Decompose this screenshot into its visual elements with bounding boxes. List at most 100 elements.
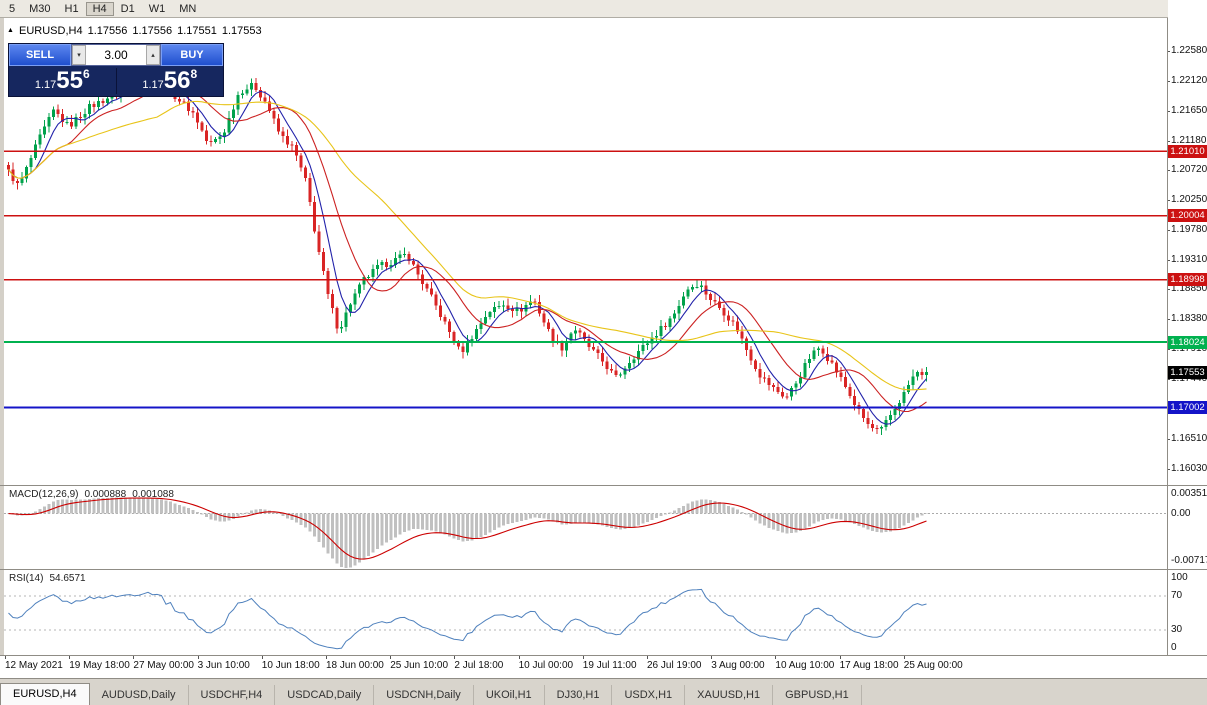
- macd-rsi-separator[interactable]: [0, 569, 1207, 570]
- price-level-label: 1.17002: [1168, 400, 1207, 414]
- volume-increase-button[interactable]: ▴: [146, 45, 160, 65]
- timeframe-toolbar: 5 M30 H1 H4 D1 W1 MN: [0, 0, 1207, 18]
- buy-button[interactable]: BUY: [161, 44, 223, 66]
- rsi-title: RSI(14): [9, 573, 44, 584]
- time-axis-tick: [518, 656, 520, 659]
- macd-main-value: 0.000888: [84, 489, 127, 500]
- time-axis-tick: [775, 656, 777, 659]
- time-axis-tick: [261, 656, 263, 659]
- timeframe-button-mn[interactable]: MN: [179, 2, 197, 15]
- volume-decrease-button[interactable]: ▾: [72, 45, 86, 65]
- time-axis-label: 17 Aug 18:00: [839, 660, 899, 671]
- ohlc-high: 1.17556: [132, 25, 173, 37]
- time-axis[interactable]: 12 May 2021 19 May 18:00 27 May 00:00 3 Jun…: [0, 656, 1167, 678]
- chart-tab-dj30[interactable]: DJ30,H1: [545, 685, 613, 705]
- ohlc-open: 1.17556: [87, 25, 128, 37]
- time-axis-label: 18 Jun 00:00: [326, 660, 384, 671]
- price-chart-canvas[interactable]: [4, 18, 1167, 484]
- chart-symbol-label: EURUSD,H4: [19, 25, 83, 37]
- ohlc-low: 1.17551: [177, 25, 217, 37]
- price-axis-label: 1.19310: [1167, 254, 1207, 265]
- price-axis-label: 1.17910: [1167, 343, 1207, 354]
- macd-signal-line: [8, 497, 927, 560]
- timeframe-button-h4[interactable]: H4: [85, 1, 114, 16]
- sell-button[interactable]: SELL: [9, 44, 71, 66]
- time-axis-label: 2 Jul 18:00: [454, 660, 504, 671]
- time-axis-label: 19 May 18:00: [69, 660, 130, 671]
- time-axis-label: 3 Jun 10:00: [197, 660, 250, 671]
- rsi-timeaxis-separator: [0, 655, 1207, 656]
- chart-tabs: EURUSD,H4 AUDUSD,Daily USDCHF,H4 USDCAD,Dai…: [0, 678, 1207, 705]
- time-axis-label: 27 May 00:00: [133, 660, 194, 671]
- macd-histogram: [7, 497, 928, 568]
- price-axis[interactable]: 1.22580 1.22120 1.21650 1.21180 1.20720 1.202…: [1167, 0, 1207, 678]
- chart-tab-ukoil[interactable]: UKOil,H1: [474, 685, 545, 705]
- chart-tab-xauusd[interactable]: XAUUSD,H1: [685, 685, 774, 705]
- time-axis-tick: [133, 656, 135, 659]
- main-macd-separator[interactable]: [0, 485, 1207, 486]
- rsi-value: 54.6571: [49, 573, 86, 584]
- one-click-toggle-icon[interactable]: ▲: [7, 27, 14, 34]
- time-axis-label: 10 Jul 00:00: [518, 660, 574, 671]
- macd-title: MACD(12,26,9): [9, 489, 79, 500]
- buy-price-display: 1.17568: [117, 67, 224, 95]
- ohlc-close: 1.17553: [221, 25, 262, 37]
- macd-scale-bottom: -0.00717: [1171, 555, 1207, 566]
- time-axis-tick: [326, 656, 327, 659]
- volume-control[interactable]: ▾ 3.00 ▴: [71, 44, 161, 66]
- time-axis-label: 10 Jun 18:00: [261, 660, 320, 671]
- price-axis-label: 1.21180: [1167, 135, 1206, 146]
- volume-value[interactable]: 3.00: [104, 48, 128, 62]
- price-level-label: 1.18998: [1168, 273, 1207, 287]
- timeframe-button-w1[interactable]: W1: [148, 2, 166, 15]
- timeframe-button-5[interactable]: 5: [9, 2, 16, 15]
- rsi-scale-70: 70: [1171, 590, 1183, 601]
- chart-tab-usdchf[interactable]: USDCHF,H4: [189, 685, 276, 705]
- time-axis-label: 26 Jul 19:00: [647, 660, 702, 671]
- chart-tab-usdcnh[interactable]: USDCNH,Daily: [374, 685, 474, 705]
- current-price-label: 1.17553: [1168, 365, 1207, 379]
- buy-price-small: 1.17: [142, 79, 164, 91]
- ma-medium-line: [8, 87, 927, 413]
- price-axis-label: 1.18380: [1167, 313, 1207, 324]
- rsi-line: [8, 588, 927, 650]
- price-axis-label: 1.17440: [1167, 373, 1207, 384]
- macd-panel-canvas[interactable]: [4, 487, 1167, 568]
- plot-axis-separator: [1167, 18, 1168, 655]
- timeframe-button-d1[interactable]: D1: [120, 2, 135, 15]
- chart-tab-usdx[interactable]: USDX,H1: [612, 685, 686, 705]
- sell-price-small: 1.17: [34, 79, 57, 91]
- time-axis-tick: [390, 656, 392, 659]
- candles: [7, 75, 928, 435]
- chart-tab-usdcad[interactable]: USDCAD,Daily: [275, 685, 375, 705]
- timeframe-button-h1[interactable]: H1: [64, 2, 79, 15]
- time-axis-tick: [839, 656, 841, 659]
- rsi-scale-100: 100: [1171, 572, 1188, 583]
- price-axis-label: 1.20720: [1167, 164, 1207, 175]
- sell-price-display: 1.17556: [9, 67, 116, 95]
- price-level-label: 1.20004: [1168, 209, 1207, 223]
- price-divider: [115, 68, 117, 94]
- time-axis-tick: [197, 656, 199, 659]
- price-axis-label: 1.22120: [1167, 75, 1207, 86]
- time-axis-tick: [582, 656, 584, 659]
- price-axis-label: 1.21650: [1167, 105, 1207, 116]
- time-axis-label: 25 Jun 10:00: [390, 660, 449, 671]
- chart-tab-audusd[interactable]: AUDUSD,Daily: [90, 685, 189, 705]
- chart-tab-eurusd[interactable]: EURUSD,H4: [0, 683, 90, 705]
- chart-tab-gbpusd[interactable]: GBPUSD,H1: [773, 685, 862, 705]
- time-axis-tick: [903, 656, 905, 659]
- time-axis-label: 10 Aug 10:00: [775, 660, 835, 671]
- time-axis-tick: [711, 656, 713, 659]
- sell-price-sup: 6: [82, 67, 90, 81]
- time-axis-label: 12 May 2021: [5, 660, 63, 671]
- rsi-panel-canvas[interactable]: [4, 571, 1167, 655]
- time-axis-tick: [5, 656, 6, 659]
- ma-slow-line: [8, 100, 927, 391]
- buy-price-big: 56: [163, 67, 191, 94]
- chart-ohlc-header: EURUSD,H4 1.17556 1.17556 1.17551 1.17553: [19, 25, 267, 37]
- price-axis-label: 1.16030: [1167, 463, 1207, 474]
- timeframe-button-m30[interactable]: M30: [29, 2, 51, 15]
- price-axis-label: 1.20250: [1167, 194, 1207, 205]
